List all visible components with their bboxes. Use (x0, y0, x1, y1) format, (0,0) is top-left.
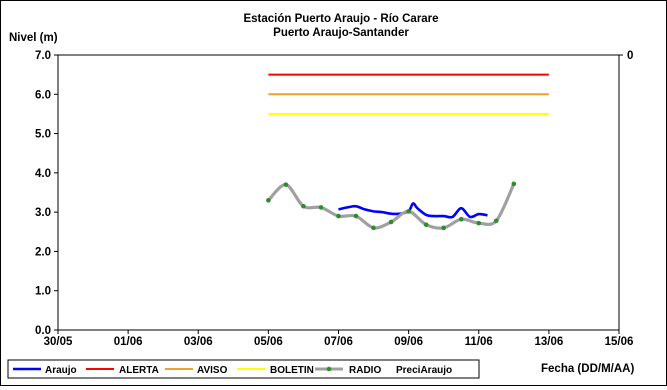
radio-data-point (318, 205, 324, 210)
legend-label-preciaraujo[interactable]: PreciAraujo (396, 365, 452, 376)
y-axis-label: Nivel (m) (9, 32, 58, 44)
legend-label-boletin[interactable]: BOLETIN (270, 365, 314, 376)
x-tick-label: 01/06 (114, 336, 143, 348)
radio-data-point (388, 219, 394, 225)
y-tick-label: 0.0 (35, 325, 51, 337)
y2-tick-label: 0 (627, 50, 633, 62)
legend-label-radio[interactable]: RADIO (349, 365, 381, 376)
series-line-araujo (338, 202, 488, 219)
chart-subtitle: Puerto Araujo-Santander (273, 27, 409, 39)
chart-marks (266, 73, 549, 231)
radio-data-point (406, 209, 411, 214)
legend-label-alerta[interactable]: ALERTA (119, 365, 159, 376)
y-tick-label: 6.0 (35, 89, 51, 101)
radio-data-point (476, 220, 482, 226)
y-tick-label: 2.0 (35, 246, 51, 258)
y-tick-label: 4.0 (35, 168, 51, 180)
legend-label-araujo[interactable]: Araujo (45, 365, 77, 376)
radio-data-point (266, 198, 271, 203)
x-tick-label: 15/06 (605, 336, 634, 348)
radio-data-point (371, 225, 376, 231)
y-tick-label: 5.0 (35, 129, 51, 141)
x-tick-label: 30/05 (44, 336, 73, 348)
x-axis-label: Fecha (DD/M/AA) (541, 363, 634, 375)
x-tick-label: 09/06 (394, 336, 423, 348)
radio-data-point (511, 181, 517, 187)
legend-label-aviso[interactable]: AVISO (197, 365, 228, 376)
x-tick-label: 11/06 (465, 336, 493, 348)
y-tick-label: 3.0 (35, 207, 51, 219)
chart-title: Estación Puerto Araujo - Río Carare (243, 13, 438, 25)
x-tick-label: 03/06 (184, 336, 213, 348)
y-tick-label: 1.0 (35, 286, 51, 298)
radio-data-point (493, 218, 499, 224)
radio-data-point (353, 213, 359, 219)
radio-data-point (336, 213, 341, 219)
radio-data-point (458, 216, 464, 222)
radio-data-point (301, 203, 306, 209)
legend: Araujo ALERTA AVISO BOLETIN RADIO PreciAraujo (7, 359, 480, 379)
x-tick-label: 07/06 (324, 336, 353, 348)
x-tick-label: 13/06 (534, 336, 563, 348)
y-tick-label: 7.0 (35, 50, 51, 62)
radio-data-point (283, 182, 289, 187)
radio-data-point (441, 225, 446, 231)
legend-marker-radio (326, 366, 332, 372)
axis-ticks: 0.0 1.0 2.0 3.0 4.0 5.0 6.0 7.0 30/05 01/06 03/06 0… (35, 50, 633, 348)
radio-data-point (423, 222, 429, 228)
x-tick-label: 05/06 (254, 336, 283, 348)
plot-area (57, 54, 620, 331)
